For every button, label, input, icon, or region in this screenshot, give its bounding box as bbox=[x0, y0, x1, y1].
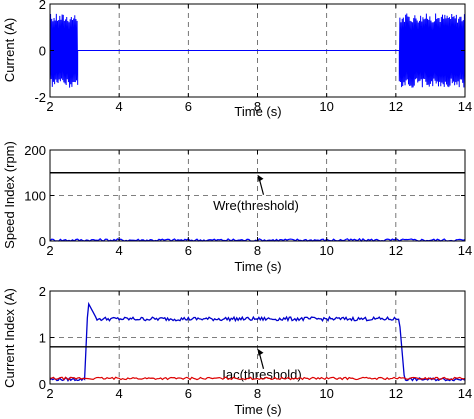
y-tick-label: -2 bbox=[34, 90, 46, 105]
x-tick-label: 14 bbox=[458, 243, 472, 258]
x-tick-label: 14 bbox=[458, 386, 472, 401]
panel-speed-index: Speed Index (rpm) Time (s) Wre(threshold… bbox=[2, 141, 472, 274]
x-tick-label: 2 bbox=[46, 243, 53, 258]
y-tick-label: 0 bbox=[39, 44, 46, 59]
ylabel-current-index: Current Index (A) bbox=[2, 288, 17, 388]
x-tick-label: 2 bbox=[46, 386, 53, 401]
panel-current: Current (A) Time (s) 2 4 6 8 10 12 14 -2 0 2 bbox=[2, 0, 472, 119]
x-tick-label: 4 bbox=[116, 99, 123, 114]
y-tick-label: 0 bbox=[39, 234, 46, 249]
series-line bbox=[49, 376, 466, 381]
ylabel-current: Current (A) bbox=[2, 18, 17, 82]
panel-current-index: Current Index (A) Time (s) Iac(threshold… bbox=[2, 284, 472, 417]
xlabel-current-index: Time (s) bbox=[234, 402, 281, 417]
annotation-wre-threshold: Wre(threshold) bbox=[213, 198, 299, 213]
x-tick-label: 12 bbox=[389, 243, 403, 258]
x-tick-label: 6 bbox=[185, 99, 192, 114]
x-tick-label: 14 bbox=[458, 99, 472, 114]
x-tick-label: 8 bbox=[254, 386, 261, 401]
x-tick-label: 4 bbox=[116, 386, 123, 401]
xlabel-speed-index: Time (s) bbox=[234, 259, 281, 274]
annotation-arrowhead bbox=[257, 174, 264, 182]
x-tick-label: 4 bbox=[116, 243, 123, 258]
annotation-arrowhead bbox=[257, 348, 264, 356]
series-line bbox=[49, 301, 466, 382]
x-tick-label: 12 bbox=[389, 386, 403, 401]
x-tick-label: 2 bbox=[46, 99, 53, 114]
x-tick-label: 10 bbox=[319, 243, 333, 258]
series-line bbox=[49, 13, 466, 88]
y-tick-label: 2 bbox=[39, 284, 46, 299]
xlabel-current: Time (s) bbox=[234, 104, 281, 119]
y-tick-label: 200 bbox=[24, 143, 46, 158]
y-tick-label: 2 bbox=[39, 0, 46, 12]
x-tick-label: 8 bbox=[254, 99, 261, 114]
y-tick-label: 0 bbox=[39, 377, 46, 392]
x-tick-label: 10 bbox=[319, 99, 333, 114]
x-tick-label: 8 bbox=[254, 243, 261, 258]
y-tick-label: 1 bbox=[39, 331, 46, 346]
ylabel-speed-index: Speed Index (rpm) bbox=[2, 141, 17, 249]
y-tick-label: 100 bbox=[24, 189, 46, 204]
x-tick-label: 12 bbox=[389, 99, 403, 114]
x-tick-label: 10 bbox=[319, 386, 333, 401]
x-tick-label: 6 bbox=[185, 386, 192, 401]
x-tick-label: 6 bbox=[185, 243, 192, 258]
